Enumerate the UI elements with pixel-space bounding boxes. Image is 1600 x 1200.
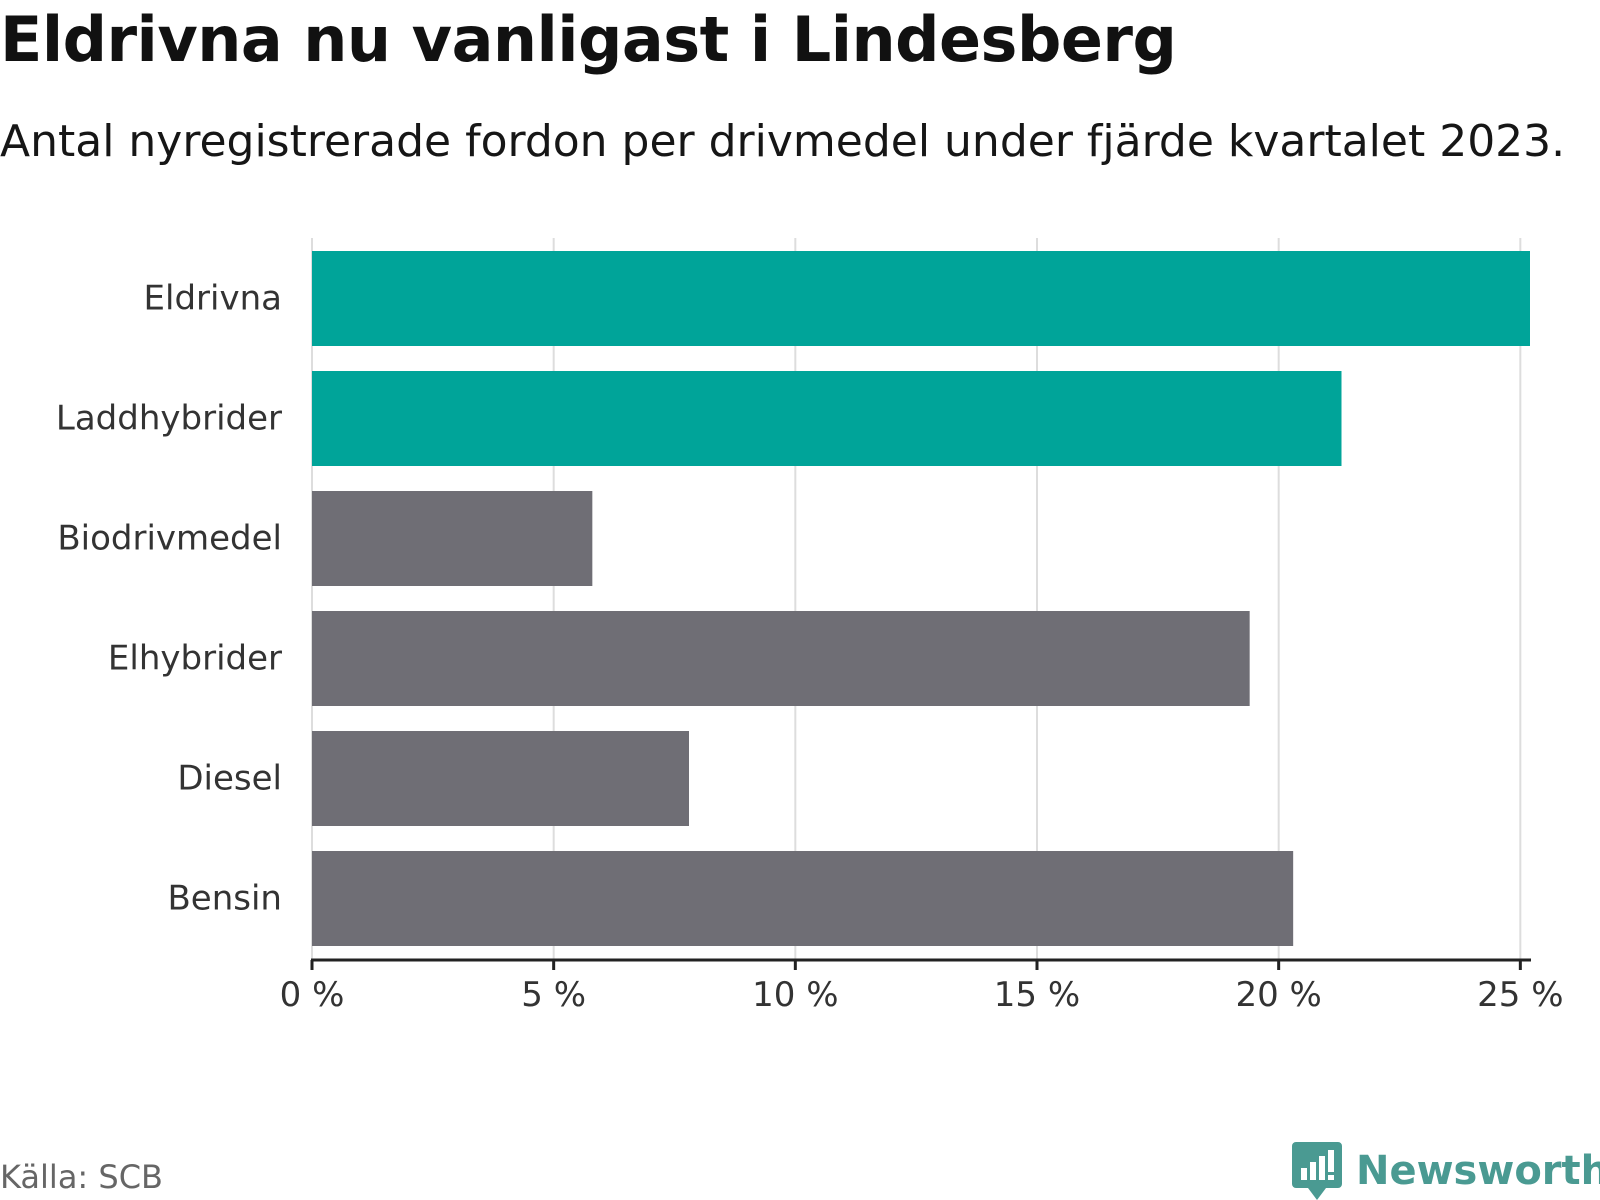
bar-eldrivna — [312, 251, 1530, 346]
category-label-eldrivna: Eldrivna — [144, 279, 282, 319]
bar-laddhybrider — [312, 371, 1342, 466]
category-label-laddhybrider: Laddhybrider — [56, 399, 282, 439]
bar-elhybrider — [312, 611, 1250, 706]
category-label-elhybrider: Elhybrider — [108, 639, 282, 679]
x-tick-label-5: 5 % — [521, 975, 586, 1015]
bar-biodrivmedel — [312, 491, 593, 586]
source-note: Källa: SCB — [0, 1158, 163, 1196]
bar-bensin — [312, 851, 1294, 946]
bar-chart: Eldrivna Laddhybrider Biodrivmedel Elhybrid… — [56, 238, 1564, 1015]
category-label-bensin: Bensin — [167, 879, 282, 919]
brand-name: Newsworthy — [1356, 1148, 1600, 1194]
x-tick-label-20: 20 % — [1235, 975, 1321, 1015]
chart-title: Eldrivna nu vanligast i Lindesberg — [0, 3, 1177, 76]
x-tick-label-15: 15 % — [994, 975, 1080, 1015]
x-tick-label-10: 10 % — [752, 975, 838, 1015]
x-tick-label-0: 0 % — [280, 975, 345, 1015]
category-label-biodrivmedel: Biodrivmedel — [57, 519, 282, 559]
bar-chart-speech-bubble-icon — [1292, 1142, 1342, 1200]
chart-subtitle: Antal nyregistrerade fordon per drivmede… — [0, 116, 1566, 167]
category-label-diesel: Diesel — [177, 759, 282, 799]
bar-diesel — [312, 731, 689, 826]
x-tick-label-25: 25 % — [1477, 975, 1563, 1015]
brand-logo: Newsworthy — [1292, 1142, 1600, 1200]
